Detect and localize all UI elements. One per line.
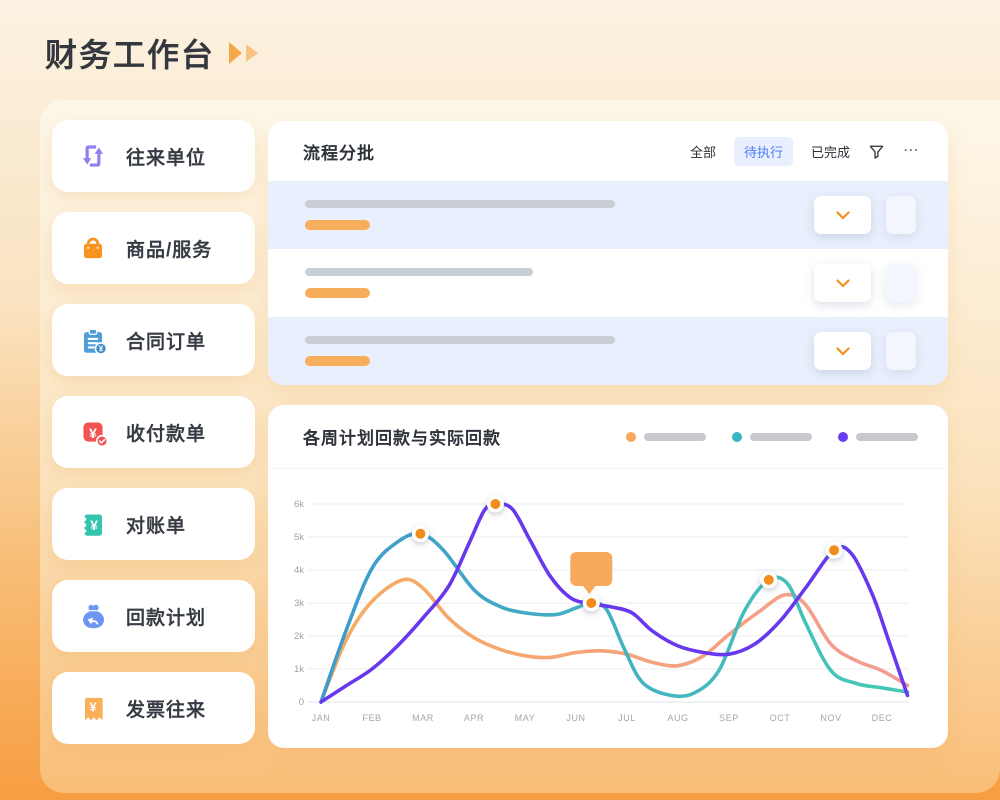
main-column: 流程分批 全部 待执行 已完成 ⋯	[268, 121, 948, 748]
process-row[interactable]	[268, 249, 948, 317]
process-panel-header: 流程分批 全部 待执行 已完成 ⋯	[268, 121, 948, 181]
dropdown-button[interactable]	[814, 332, 871, 370]
filter-tab-completed[interactable]: 已完成	[810, 144, 850, 160]
swap-icon	[83, 145, 103, 167]
legend-dot-teal	[732, 431, 742, 442]
sidebar-item-label: 收付款单	[126, 423, 207, 445]
page-title: 财务工作台	[45, 37, 216, 73]
dropdown-button[interactable]	[814, 264, 871, 302]
page-header: 财务工作台	[45, 30, 261, 76]
process-row[interactable]	[268, 181, 948, 249]
statement-yuan-icon: ¥	[82, 514, 103, 536]
svg-text:APR: APR	[464, 713, 484, 723]
sidebar-item-collection-plan[interactable]: 回款计划	[52, 580, 255, 652]
row-skeleton	[305, 200, 814, 230]
row-actions	[814, 196, 916, 234]
double-arrow-icon	[229, 41, 261, 65]
skeleton-bar-gray	[305, 268, 533, 276]
sidebar-item-business-partners[interactable]: 往来单位	[52, 120, 255, 192]
svg-text:4k: 4k	[294, 565, 304, 576]
sidebar-item-label: 对账单	[126, 515, 187, 537]
sidebar-item-contract-orders[interactable]: ¥ 合同订单	[52, 304, 255, 376]
svg-text:OCT: OCT	[770, 713, 791, 723]
filter-tabs: 全部 待执行 已完成 ⋯	[689, 136, 920, 166]
svg-text:MAY: MAY	[515, 713, 536, 723]
svg-text:¥: ¥	[89, 700, 97, 715]
moneybag-return-icon	[83, 604, 104, 629]
legend-item[interactable]	[732, 431, 812, 442]
sidebar-item-label: 发票往来	[126, 699, 207, 721]
legend-label-skeleton	[750, 432, 812, 441]
svg-text:JAN: JAN	[312, 713, 331, 723]
sidebar-item-statements[interactable]: ¥ 对账单	[52, 488, 255, 560]
svg-text:AUG: AUG	[667, 713, 688, 723]
process-panel-title: 流程分批	[303, 143, 375, 163]
sidebar-item-receipts-payments[interactable]: ¥ 收付款单	[52, 396, 255, 468]
chart-legend	[626, 431, 918, 442]
legend-item[interactable]	[838, 431, 918, 442]
svg-text:6k: 6k	[294, 499, 304, 510]
svg-text:0: 0	[299, 697, 304, 708]
collection-chart-panel: 各周计划回款与实际回款 0 1k 2	[268, 405, 948, 748]
skeleton-bar-gray	[305, 336, 615, 344]
sidebar-item-invoices[interactable]: ¥ 发票往来	[52, 672, 255, 744]
legend-dot-purple	[838, 431, 848, 442]
svg-text:JUN: JUN	[566, 713, 585, 723]
chart-panel-header: 各周计划回款与实际回款	[268, 405, 948, 469]
skeleton-bar-gray	[305, 200, 615, 208]
svg-text:SEP: SEP	[719, 713, 739, 723]
sidebar-item-label: 商品/服务	[126, 239, 213, 261]
row-skeleton	[305, 268, 814, 298]
chart-panel-title: 各周计划回款与实际回款	[303, 429, 501, 448]
svg-text:¥: ¥	[89, 425, 97, 441]
more-options-icon[interactable]: ⋯	[903, 142, 920, 159]
row-skeleton	[305, 336, 814, 366]
dropdown-button[interactable]	[814, 196, 871, 234]
chevron-down-icon	[835, 346, 850, 356]
chart-body: 0 1k 2k 3k 4k 5k 6k JAN FEB MAR APR MAY JUN JUL AUG SEP…	[268, 469, 948, 747]
shopping-bag-icon	[83, 237, 103, 259]
svg-text:FEB: FEB	[362, 713, 381, 723]
svg-text:¥: ¥	[90, 517, 98, 533]
collection-chart-svg: 0 1k 2k 3k 4k 5k 6k JAN FEB MAR APR MAY JUN JUL AUG SEP…	[294, 495, 910, 723]
svg-text:MAR: MAR	[412, 713, 434, 723]
legend-dot-orange	[626, 431, 636, 442]
secondary-button[interactable]	[886, 264, 916, 302]
secondary-button[interactable]	[886, 196, 916, 234]
svg-text:JUL: JUL	[618, 713, 636, 723]
clipboard-yuan-icon: ¥	[83, 328, 108, 355]
process-batch-panel: 流程分批 全部 待执行 已完成 ⋯	[268, 121, 948, 385]
skeleton-bar-accent	[305, 288, 370, 298]
svg-text:2k: 2k	[294, 631, 304, 642]
secondary-button[interactable]	[886, 332, 916, 370]
svg-text:DEC: DEC	[872, 713, 893, 723]
sidebar-item-label: 回款计划	[126, 607, 207, 629]
funnel-filter-icon[interactable]	[868, 143, 885, 160]
sidebar-item-goods-services[interactable]: 商品/服务	[52, 212, 255, 284]
svg-text:5k: 5k	[294, 532, 304, 543]
skeleton-bar-accent	[305, 220, 370, 230]
svg-text:3k: 3k	[294, 598, 304, 609]
chevron-down-icon	[835, 210, 850, 220]
legend-item[interactable]	[626, 431, 706, 442]
sidebar-item-label: 合同订单	[126, 331, 207, 353]
sidebar: 往来单位 商品/服务 ¥ 合同订单	[52, 120, 255, 744]
row-actions	[814, 264, 916, 302]
svg-text:1k: 1k	[294, 664, 304, 675]
sidebar-item-label: 往来单位	[126, 147, 207, 169]
process-row[interactable]	[268, 317, 948, 385]
row-actions	[814, 332, 916, 370]
workbench-shell: 往来单位 商品/服务 ¥ 合同订单	[40, 100, 1000, 793]
filter-tab-pending[interactable]: 待执行	[733, 136, 793, 166]
legend-label-skeleton	[856, 432, 918, 441]
svg-text:NOV: NOV	[820, 713, 841, 723]
payment-yuan-icon: ¥	[83, 422, 109, 448]
chevron-down-icon	[835, 278, 850, 288]
legend-label-skeleton	[644, 432, 706, 441]
skeleton-bar-accent	[305, 356, 370, 366]
invoice-yuan-icon: ¥	[85, 697, 103, 721]
svg-text:¥: ¥	[99, 344, 104, 353]
filter-tab-all[interactable]: 全部	[689, 144, 716, 160]
